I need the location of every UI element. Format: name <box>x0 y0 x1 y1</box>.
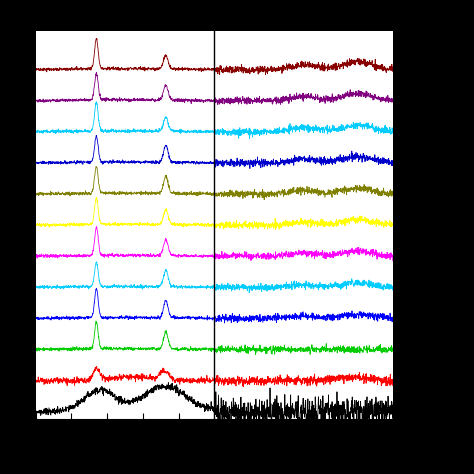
Text: RT: RT <box>401 64 414 75</box>
Text: Time: Time <box>446 225 459 256</box>
Text: Raman shift (cm$^{-1}$): Raman shift (cm$^{-1}$) <box>141 447 290 468</box>
Text: 10: 10 <box>401 158 415 168</box>
Text: RT: RT <box>401 407 414 417</box>
Text: 1: 1 <box>401 375 408 386</box>
Text: 10: 10 <box>401 127 415 137</box>
Text: 10: 10 <box>401 96 415 106</box>
